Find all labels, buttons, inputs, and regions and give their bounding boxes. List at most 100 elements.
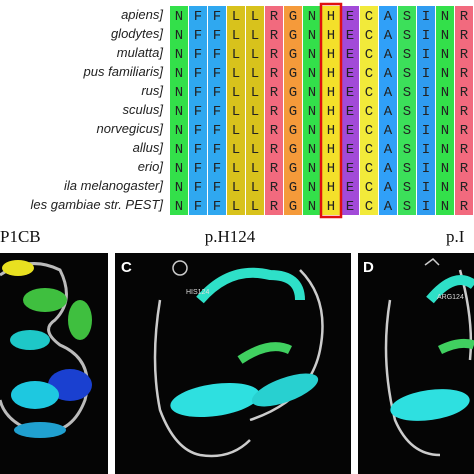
residue: G [289, 66, 297, 82]
protein-d [384, 258, 474, 457]
residue: S [403, 28, 411, 44]
residue: N [175, 161, 183, 177]
residue: F [194, 161, 202, 177]
residue: C [365, 161, 373, 177]
species-label: apiens] [121, 7, 163, 22]
residue: N [308, 47, 316, 63]
alignment-column [265, 6, 283, 215]
species-label: glodytes] [111, 26, 163, 41]
residue: S [403, 66, 411, 82]
protein-b [0, 260, 92, 438]
residue: H [327, 123, 335, 139]
residue: L [232, 199, 240, 215]
residue: F [213, 47, 221, 63]
panel-b [0, 253, 108, 474]
species-label: sculus] [123, 102, 164, 117]
residue: N [175, 28, 183, 44]
residue: S [403, 199, 411, 215]
residue: L [251, 199, 259, 215]
residue: N [308, 104, 316, 120]
residue: R [270, 9, 279, 25]
alignment-column [322, 6, 340, 215]
species-label: mulatta] [117, 45, 164, 60]
residue: A [384, 104, 393, 120]
residue: A [384, 85, 393, 101]
residue: H [327, 66, 335, 82]
residue: F [213, 85, 221, 101]
residue: R [460, 161, 469, 177]
alignment-column [246, 6, 264, 215]
residue: H [327, 180, 335, 196]
residue: N [441, 161, 449, 177]
residue: L [232, 161, 240, 177]
residue: N [175, 180, 183, 196]
residue: G [289, 85, 297, 101]
residue: G [289, 28, 297, 44]
residue: C [365, 104, 373, 120]
panel-title: p.I [446, 227, 465, 246]
panel-title: p.H124 [205, 227, 256, 246]
residue: C [365, 85, 373, 101]
residue: I [422, 199, 430, 215]
residue: F [213, 142, 221, 158]
residue: S [403, 180, 411, 196]
residue: C [365, 28, 373, 44]
residue: R [460, 180, 469, 196]
residue: R [460, 199, 469, 215]
residue: N [175, 199, 183, 215]
residue: H [327, 161, 335, 177]
alignment-column [208, 6, 226, 215]
residue: R [460, 85, 469, 101]
residue: R [460, 142, 469, 158]
residue: L [251, 9, 259, 25]
residue: R [460, 66, 469, 82]
residue: E [346, 123, 354, 139]
residue: N [175, 66, 183, 82]
residue: F [194, 47, 202, 63]
residue: C [365, 9, 373, 25]
residue: A [384, 28, 393, 44]
panel-d [358, 253, 474, 474]
residue: R [270, 66, 279, 82]
residue-label: ARG124 [437, 294, 464, 301]
residue: N [175, 142, 183, 158]
residue: N [308, 199, 316, 215]
residue: R [270, 180, 279, 196]
residue: A [384, 199, 393, 215]
residue: F [194, 28, 202, 44]
residue: I [422, 28, 430, 44]
residue: H [327, 142, 335, 158]
residue: L [251, 180, 259, 196]
residue: N [308, 66, 316, 82]
residue: A [384, 9, 393, 25]
residue: R [270, 142, 279, 158]
residue: L [251, 161, 259, 177]
residue: I [422, 142, 430, 158]
residue: N [441, 104, 449, 120]
alignment-column [341, 6, 359, 215]
residue: F [194, 85, 202, 101]
residue: N [308, 85, 316, 101]
residue: H [327, 47, 335, 63]
residue: N [441, 85, 449, 101]
residue: N [175, 85, 183, 101]
residue: N [441, 28, 449, 44]
residue: C [365, 47, 373, 63]
residue: L [232, 123, 240, 139]
residue: L [232, 180, 240, 196]
residue: N [175, 123, 183, 139]
residue: C [365, 142, 373, 158]
residue: I [422, 9, 430, 25]
residue: E [346, 142, 354, 158]
residue: N [175, 9, 183, 25]
species-label: pus familiaris] [83, 64, 164, 79]
residue: F [213, 180, 221, 196]
residue: I [422, 66, 430, 82]
alignment-column [303, 6, 321, 215]
residue: R [270, 47, 279, 63]
alignment-column [227, 6, 245, 215]
residue: H [327, 199, 335, 215]
residue: R [270, 28, 279, 44]
residue: E [346, 199, 354, 215]
residue: I [422, 47, 430, 63]
